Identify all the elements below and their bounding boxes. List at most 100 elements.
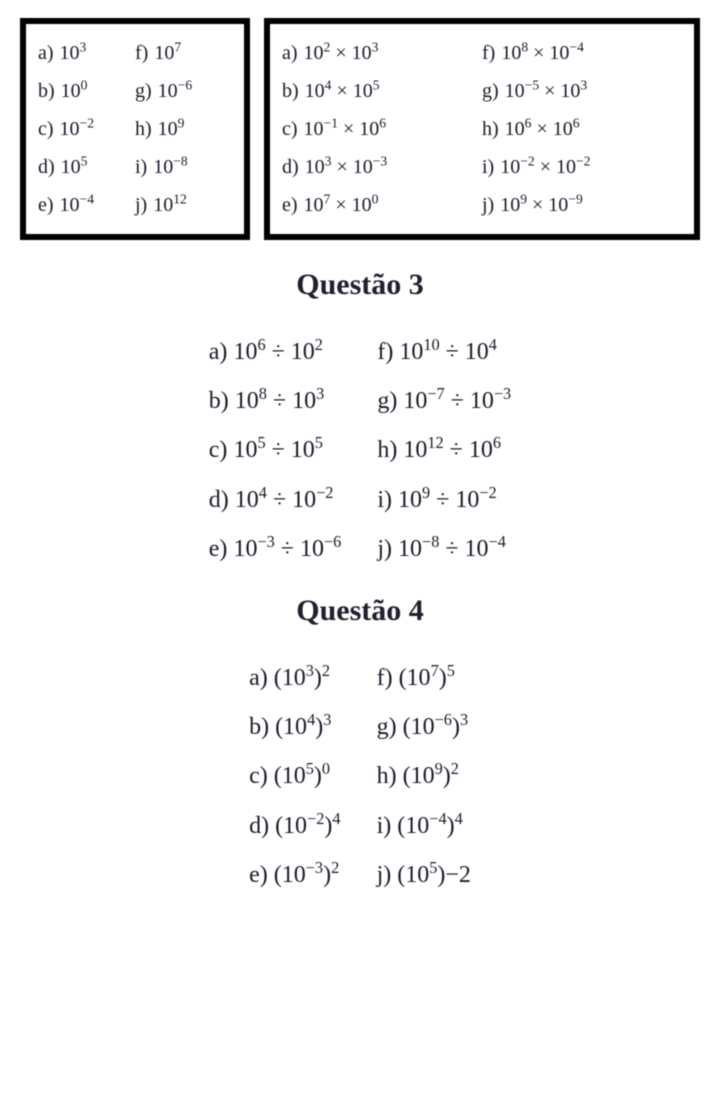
power: 104 (235, 487, 267, 513)
item-label: f) (377, 665, 393, 691)
power: 105 (353, 80, 380, 102)
q4-block: a)(103)2b)(104)3c)(105)0d)(10−2)4e)(10−3… (20, 654, 700, 900)
expression-row: a)106 ÷ 102 (209, 328, 342, 377)
power: 103 (60, 42, 87, 64)
paren-power: (10−6)3 (403, 714, 469, 740)
power: 100 (61, 80, 88, 102)
power: 103 (292, 388, 324, 414)
paren-power: (10−2)4 (275, 813, 341, 839)
paren-power: (105)−2 (397, 862, 471, 888)
item-label: g) (377, 388, 397, 414)
item-label: h) (377, 763, 397, 789)
expression-row: i) 10−8 (135, 148, 232, 186)
operator: × (331, 156, 352, 178)
operator: ÷ (266, 339, 291, 365)
power: 109 (500, 194, 527, 216)
operator: ÷ (444, 437, 469, 463)
expression-row: d) 105 (38, 148, 135, 186)
power: 10−4 (549, 42, 583, 64)
expression-row: h) 109 (135, 110, 232, 148)
power: 108 (235, 388, 267, 414)
expression-row: a) 102 × 103 (282, 34, 482, 72)
item-label: e) (282, 194, 298, 216)
item-label: i) (135, 156, 147, 178)
expression-row: i)10−2 × 10−2 (482, 148, 682, 186)
power: 107 (304, 194, 331, 216)
power: 105 (291, 437, 323, 463)
operator: ÷ (439, 536, 464, 562)
expression-row: f)1010 ÷ 104 (377, 328, 511, 377)
operator: ÷ (266, 437, 291, 463)
operator: × (330, 194, 351, 216)
item-label: d) (38, 156, 55, 178)
box-2: a)102 × 103b)104 × 105c)10−1 × 106d)103 … (264, 18, 700, 240)
operator: ÷ (275, 536, 300, 562)
expression-row: g)(10−6)3 (377, 703, 471, 752)
operator: × (528, 42, 549, 64)
q4-col-left: a)(103)2b)(104)3c)(105)0d)(10−2)4e)(10−3… (249, 654, 341, 900)
power: 10−8 (153, 156, 187, 178)
paren-power: (109)2 (403, 763, 459, 789)
power: 106 (233, 339, 265, 365)
expression-row: a) 103 (38, 34, 135, 72)
power: 103 (560, 80, 587, 102)
item-label: c) (38, 118, 54, 140)
item-label: j) (135, 194, 147, 216)
paren-power: (103)2 (274, 665, 330, 691)
item-label: b) (209, 388, 229, 414)
power: 10−6 (300, 536, 341, 562)
item-label: e) (209, 536, 228, 562)
operator: × (330, 42, 351, 64)
power: 10−1 (304, 118, 338, 140)
item-label: a) (38, 42, 54, 64)
item-label: h) (135, 118, 152, 140)
item-label: h) (482, 118, 499, 140)
item-label: d) (282, 156, 299, 178)
item-label: g) (377, 714, 397, 740)
operator: × (331, 80, 352, 102)
expression-row: i)109 ÷ 10−2 (377, 476, 511, 525)
expression-row: g)10−6 (135, 72, 232, 110)
power: 10−5 (505, 80, 539, 102)
item-label: c) (249, 763, 268, 789)
item-label: b) (282, 80, 299, 102)
expression-row: e)10−4 (38, 186, 135, 224)
power: 102 (304, 42, 331, 64)
box2-col-left: a)102 × 103b)104 × 105c)10−1 × 106d)103 … (282, 34, 482, 224)
power: 104 (305, 80, 332, 102)
operator: × (539, 80, 560, 102)
operator: ÷ (267, 487, 292, 513)
q3-title: Questão 3 (20, 268, 700, 302)
item-label: a) (282, 42, 298, 64)
power: 109 (158, 118, 185, 140)
power: 102 (291, 339, 323, 365)
expression-row: e)10−3 ÷ 10−6 (209, 525, 342, 574)
power: 10−3 (470, 388, 511, 414)
expression-row: f)107 (135, 34, 232, 72)
q4-col-right: f)(107)5g)(10−6)3h)(109)2i)(10−4)4j)(105… (377, 654, 471, 900)
power: 106 (553, 118, 580, 140)
item-label: h) (377, 437, 397, 463)
item-label: a) (249, 665, 268, 691)
box-1: a)103b)100c)10−2d)105e)10−4 f)107g)10−6h… (20, 18, 250, 240)
power: 106 (505, 118, 532, 140)
expression-row: c)(105)0 (249, 752, 341, 801)
power: 10−3 (353, 156, 387, 178)
box1-col-left: a)103b)100c)10−2d)105e)10−4 (38, 34, 135, 224)
power: 10−2 (455, 487, 496, 513)
expression-row: d)(10−2)4 (249, 802, 341, 851)
operator: ÷ (445, 388, 470, 414)
power: 1012 (153, 194, 187, 216)
item-label: c) (209, 437, 228, 463)
power: 10−4 (465, 536, 506, 562)
expression-row: b)100 (38, 72, 135, 110)
power: 105 (61, 156, 88, 178)
power: 103 (352, 42, 379, 64)
power: 105 (233, 437, 265, 463)
item-label: i) (482, 156, 494, 178)
power: 10−3 (233, 536, 274, 562)
paren-power: (105)0 (274, 763, 330, 789)
expression-row: e)107 × 100 (282, 186, 482, 224)
item-label: e) (249, 862, 268, 888)
q3-block: a)106 ÷ 102b)108 ÷ 103c)105 ÷ 105d)104 ÷… (20, 328, 700, 574)
